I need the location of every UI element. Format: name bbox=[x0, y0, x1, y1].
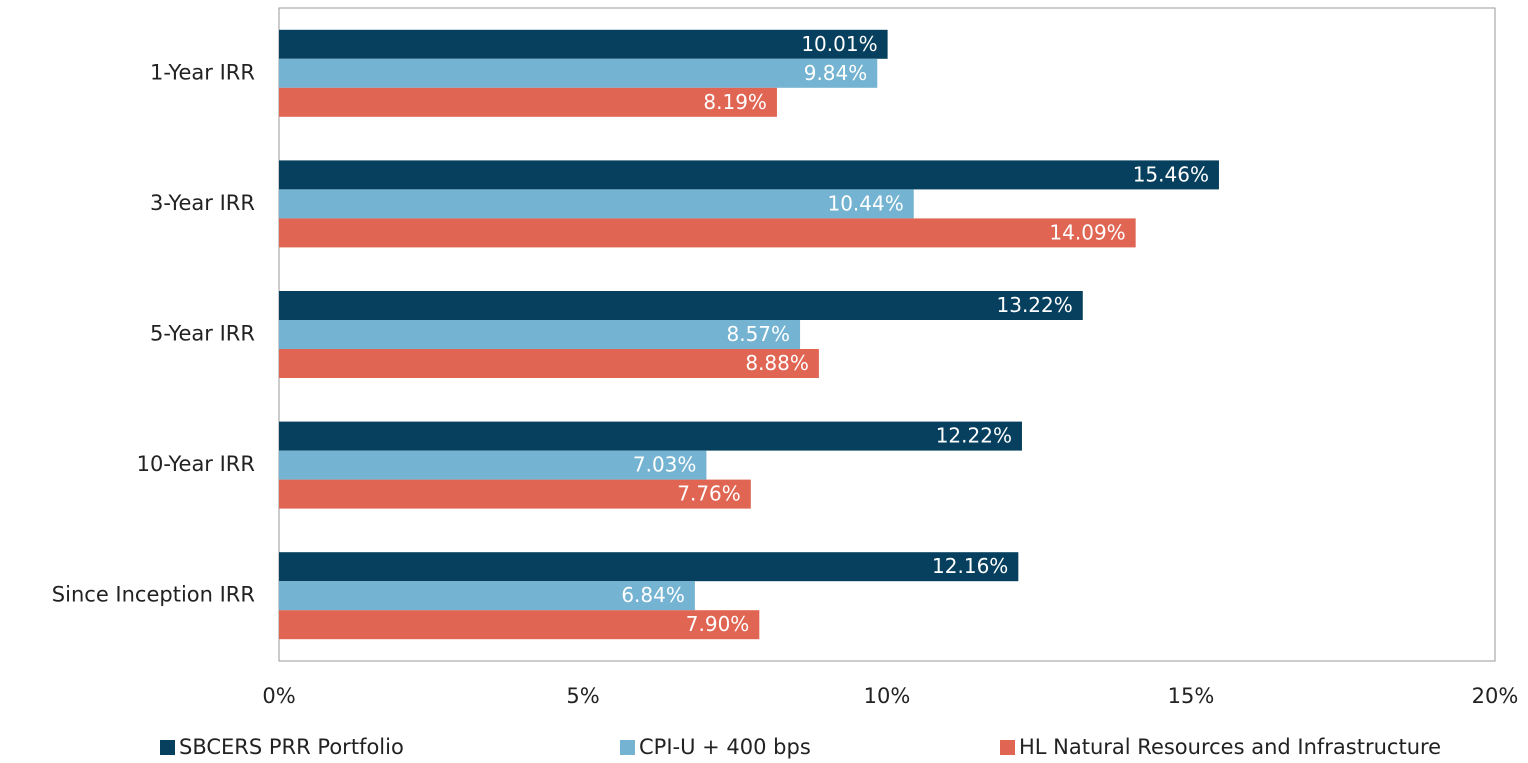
x-tick-label: 20% bbox=[1472, 684, 1519, 708]
y-tick-label: Since Inception IRR bbox=[52, 583, 255, 607]
bar bbox=[279, 218, 1136, 248]
data-label: 8.88% bbox=[745, 351, 809, 375]
legend-label: HL Natural Resources and Infrastructure bbox=[1019, 735, 1441, 759]
data-label: 8.57% bbox=[727, 322, 791, 346]
bar bbox=[279, 320, 801, 349]
bar bbox=[279, 552, 1019, 582]
bar bbox=[279, 291, 1083, 320]
x-tick-label: 10% bbox=[864, 684, 911, 708]
data-label: 7.03% bbox=[633, 453, 697, 477]
data-label: 15.46% bbox=[1133, 162, 1209, 186]
x-tick-label: 5% bbox=[566, 684, 599, 708]
bar bbox=[279, 29, 888, 59]
y-tick-label: 10-Year IRR bbox=[137, 452, 255, 476]
x-tick-label: 0% bbox=[262, 684, 295, 708]
data-label: 10.44% bbox=[827, 191, 903, 215]
data-label: 14.09% bbox=[1049, 220, 1125, 244]
legend-label: CPI-U + 400 bps bbox=[639, 735, 811, 759]
bar bbox=[279, 87, 777, 117]
legend-swatch bbox=[160, 740, 175, 755]
bar bbox=[279, 349, 819, 378]
data-label: 10.01% bbox=[801, 32, 877, 56]
data-label: 12.16% bbox=[932, 554, 1008, 578]
legend-swatch bbox=[620, 740, 635, 755]
y-tick-label: 5-Year IRR bbox=[150, 322, 255, 346]
bar bbox=[279, 421, 1022, 451]
bar bbox=[279, 58, 878, 88]
y-tick-label: 3-Year IRR bbox=[150, 191, 255, 215]
legend-swatch bbox=[1000, 740, 1015, 755]
data-label: 7.90% bbox=[686, 612, 750, 636]
bar bbox=[279, 479, 751, 509]
legend-label: SBCERS PRR Portfolio bbox=[179, 735, 404, 759]
bar bbox=[279, 160, 1219, 190]
bar bbox=[279, 610, 760, 640]
x-tick-label: 15% bbox=[1168, 684, 1215, 708]
data-label: 6.84% bbox=[621, 583, 685, 607]
bar bbox=[279, 581, 695, 611]
data-label: 8.19% bbox=[703, 90, 767, 114]
bar bbox=[279, 450, 707, 480]
data-label: 9.84% bbox=[804, 61, 868, 85]
y-tick-label: 1-Year IRR bbox=[150, 60, 255, 84]
data-label: 7.76% bbox=[677, 482, 741, 506]
bar bbox=[279, 189, 914, 219]
data-label: 13.22% bbox=[997, 293, 1073, 317]
data-label: 12.22% bbox=[936, 424, 1012, 448]
